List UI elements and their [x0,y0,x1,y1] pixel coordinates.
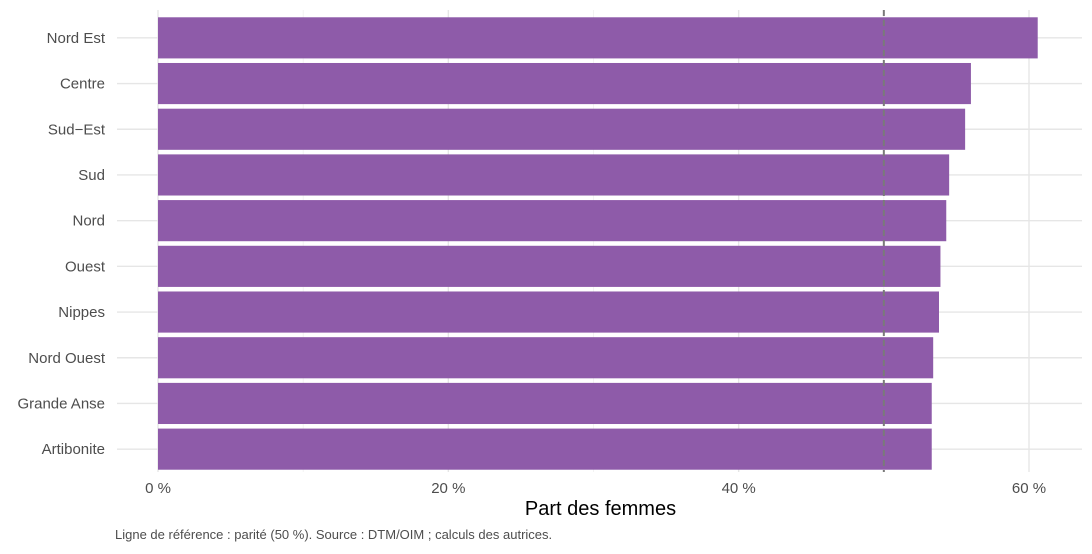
y-tick-label: Artibonite [42,441,105,458]
y-tick-label: Nord Ouest [28,350,106,367]
bar [158,200,947,242]
bar [158,154,950,196]
bar [158,245,941,287]
y-tick-label: Sud [78,167,105,184]
y-tick-labels: Nord Est Centre Sud−Est Sud Nord Ouest Nippes N… [17,30,105,458]
x-tick-labels: 0 % 20 % 40 % 60 % [145,480,1046,497]
x-tick-label: 40 % [722,480,756,497]
bar [158,428,932,470]
bar [158,62,971,105]
y-tick-label: Ouest [65,258,106,275]
bar [158,337,934,379]
bars [158,17,1038,470]
y-tick-label: Nord [72,213,105,230]
caption: Ligne de référence : parité (50 %). Sour… [115,527,553,542]
y-tick-label: Grande Anse [17,395,105,412]
bar [158,17,1038,59]
x-tick-label: 20 % [431,480,465,497]
y-tick-label: Nord Est [47,30,106,47]
bar [158,291,939,333]
x-tick-label: 60 % [1012,480,1046,497]
x-axis-title: Part des femmes [525,498,676,520]
bar [158,108,966,150]
y-tick-label: Sud−Est [48,121,106,138]
bar [158,382,932,425]
y-tick-label: Centre [60,76,105,93]
y-tick-label: Nippes [58,304,105,321]
x-tick-label: 0 % [145,480,171,497]
